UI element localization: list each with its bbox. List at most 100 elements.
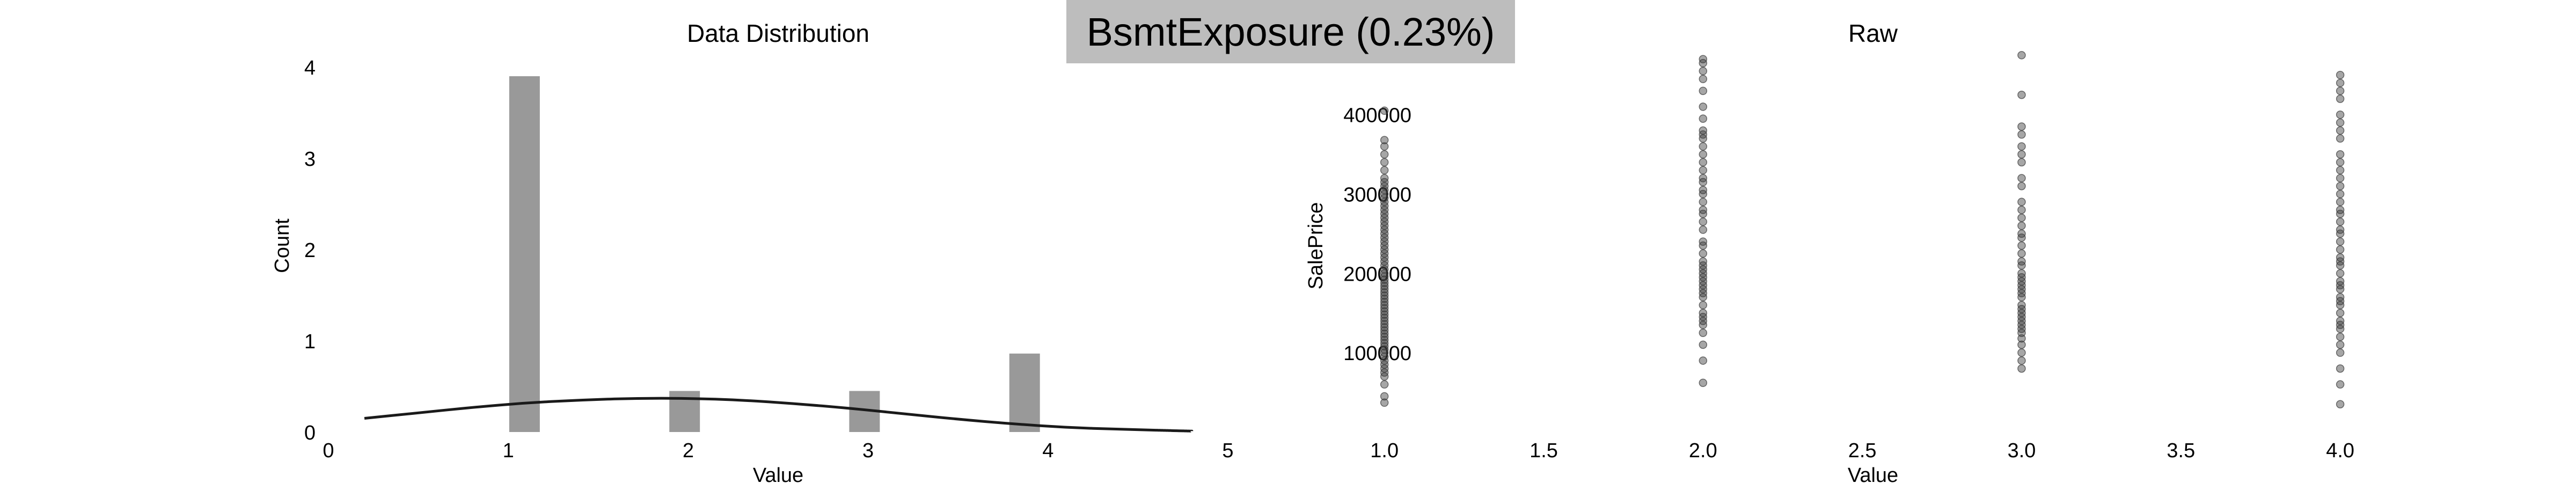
raw-y-tick-label: 300000 (1343, 184, 1411, 207)
raw-scatter-point (1380, 380, 1389, 389)
raw-y-ticks: 100000 200000 300000 400000 (1343, 105, 1411, 365)
raw-scatter-point (2336, 134, 2345, 143)
distribution-y-tick-label: 0 (304, 422, 316, 444)
distribution-x-ticks: 0 1 2 3 4 5 (323, 440, 1233, 462)
raw-scatter-point (1699, 217, 1708, 226)
raw-scatter-point (1380, 297, 1389, 306)
distribution-y-tick-label: 4 (304, 57, 316, 79)
raw-scatter-point (2017, 214, 2026, 222)
raw-scatter-point (1699, 166, 1708, 174)
raw-scatter-point (2336, 181, 2345, 191)
raw-scatter-point (1380, 320, 1389, 328)
distribution-y-tick-label: 3 (304, 148, 316, 171)
raw-scatter-point (2017, 269, 2026, 278)
raw-scatter-point (1380, 335, 1389, 345)
raw-x-tick-label: 2.0 (1689, 440, 1717, 462)
raw-scatter-points (1380, 51, 2345, 409)
raw-scatter-point (1380, 310, 1389, 319)
raw-scatter-point (1699, 142, 1708, 151)
raw-scatter-point (2017, 257, 2026, 266)
raw-scatter-point (2336, 400, 2345, 409)
raw-scatter-point (2017, 150, 2026, 159)
raw-scatter-point (1380, 291, 1389, 300)
raw-scatter-point (2336, 174, 2345, 182)
raw-scatter-point (1380, 158, 1389, 167)
raw-scatter-point (2336, 253, 2345, 262)
raw-scatter-point (2336, 225, 2345, 234)
raw-x-tick-label: 1.0 (1370, 440, 1399, 462)
raw-scatter-point (2017, 130, 2026, 139)
raw-scatter-point (1380, 392, 1389, 401)
raw-y-axis-label: SalePrice (1305, 202, 1327, 290)
raw-scatter-point (1380, 339, 1389, 348)
raw-scatter-point (1699, 114, 1708, 123)
raw-scatter-point (1699, 237, 1708, 246)
raw-scatter-point (2336, 110, 2345, 119)
raw-scatter-point (1380, 294, 1389, 303)
raw-scatter-point (2336, 197, 2345, 207)
raw-scatter-point (2336, 150, 2345, 159)
raw-scatter-point (1380, 342, 1389, 351)
raw-scatter-point (2017, 249, 2026, 258)
raw-scatter-point (2017, 174, 2026, 182)
raw-scatter-point (1699, 174, 1708, 182)
raw-scatter-point (2017, 197, 2026, 207)
raw-scatter-point (2336, 118, 2345, 127)
raw-scatter-point (2017, 142, 2026, 151)
raw-scatter-point (2336, 348, 2345, 357)
raw-scatter-point (1380, 279, 1389, 287)
raw-scatter-point (1380, 150, 1389, 159)
distribution-x-tick-label: 1 (503, 440, 514, 462)
raw-scatter-point (1699, 356, 1708, 365)
distribution-bars (509, 76, 1040, 432)
raw-x-tick-label: 3.0 (2008, 440, 2036, 462)
raw-x-tick-label: 2.5 (1848, 440, 1877, 462)
raw-scatter-point (2017, 364, 2026, 373)
raw-scatter-chart: Raw 100000 200000 300000 400000 1.0 1.5 2.0 2.… (1305, 19, 2354, 483)
raw-scatter-point (2336, 86, 2345, 96)
raw-scatter-point (2336, 292, 2345, 302)
raw-x-tick-label: 3.5 (2167, 440, 2195, 462)
raw-scatter-point (2017, 122, 2026, 131)
raw-scatter-point (2336, 78, 2345, 87)
raw-scatter-point (2017, 181, 2026, 191)
raw-scatter-point (1699, 249, 1708, 258)
raw-scatter-point (2336, 317, 2345, 325)
raw-scatter-point (1699, 126, 1708, 135)
distribution-x-tick-label: 0 (323, 440, 334, 462)
raw-y-tick-label: 200000 (1343, 263, 1411, 286)
raw-scatter-point (1380, 329, 1389, 338)
distribution-chart: Data Distribution 0 1 2 3 4 0 1 2 3 4 5 Value Cou… (271, 19, 1234, 483)
distribution-y-tick-label: 1 (304, 331, 316, 353)
raw-y-tick-label: 100000 (1343, 342, 1411, 365)
raw-scatter-point (1699, 340, 1708, 349)
raw-scatter-point (2336, 380, 2345, 389)
raw-scatter-point (1699, 206, 1708, 214)
raw-scatter-point (2336, 189, 2345, 199)
raw-scatter-point (2336, 340, 2345, 349)
distribution-x-tick-label: 5 (1222, 440, 1233, 462)
raw-scatter-point (2336, 217, 2345, 226)
raw-scatter-point (2336, 126, 2345, 135)
raw-x-ticks: 1.0 1.5 2.0 2.5 3.0 3.5 4.0 (1370, 440, 2354, 462)
raw-scatter-point (1380, 345, 1389, 354)
raw-scatter-point (1380, 288, 1389, 297)
raw-scatter-point (2336, 269, 2345, 278)
raw-scatter-point (1380, 323, 1389, 332)
raw-scatter-point (2017, 348, 2026, 357)
raw-scatter-point (1380, 304, 1389, 313)
raw-scatter-point (2336, 71, 2345, 79)
raw-scatter-point (1380, 313, 1389, 322)
raw-scatter-point (2336, 309, 2345, 318)
raw-scatter-point (2017, 158, 2026, 167)
raw-scatter-point (1699, 328, 1708, 337)
raw-scatter-point (2336, 277, 2345, 286)
raw-scatter-point (1699, 103, 1708, 111)
raw-scatter-point (1699, 86, 1708, 96)
raw-scatter-point (1699, 55, 1708, 63)
raw-scatter-point (2017, 356, 2026, 365)
distribution-y-ticks: 0 1 2 3 4 (304, 57, 316, 444)
raw-y-tick-label: 400000 (1343, 105, 1411, 127)
raw-scatter-point (2336, 245, 2345, 254)
